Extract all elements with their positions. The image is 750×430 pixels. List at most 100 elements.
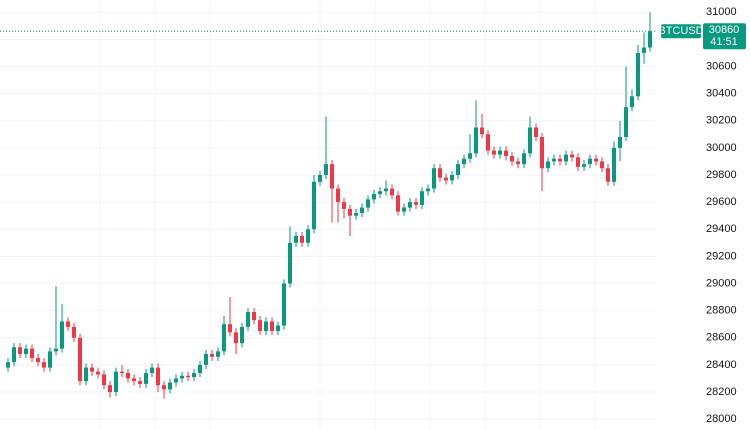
candle-body <box>534 127 538 138</box>
candle-body <box>24 348 28 355</box>
candle-body <box>408 202 412 208</box>
candle-body <box>180 375 184 379</box>
candle-body <box>630 96 634 108</box>
candle-body <box>432 168 436 189</box>
candle-body <box>132 378 136 382</box>
candle-body <box>156 367 160 386</box>
candle-body <box>126 373 130 379</box>
candle-body <box>120 371 124 374</box>
candle-body <box>558 158 562 162</box>
candle-body <box>282 283 286 326</box>
candle-body <box>372 193 376 200</box>
candle-body <box>42 362 46 368</box>
symbol-badge <box>661 24 701 39</box>
candle-body <box>516 161 520 165</box>
candle-body <box>168 382 172 390</box>
candle-body <box>138 381 142 384</box>
candle-body <box>564 154 568 162</box>
candle-body <box>66 321 70 327</box>
time-grid <box>99 0 596 430</box>
candle-body <box>216 351 220 357</box>
candle-body <box>570 154 574 158</box>
candle-body <box>378 191 382 194</box>
candle-body <box>150 367 154 374</box>
candle-body <box>294 236 298 243</box>
candle-body <box>444 177 448 181</box>
candle-body <box>546 161 550 169</box>
candle-body <box>552 158 556 162</box>
candle-body <box>234 332 238 344</box>
candle-body <box>30 348 34 359</box>
countdown-label: 41:51 <box>710 36 738 48</box>
y-tick-label: 30400 <box>706 88 737 100</box>
candle-body <box>576 157 580 167</box>
candle-body <box>498 150 502 155</box>
candle-body <box>636 52 640 97</box>
y-tick-label: 30200 <box>706 115 737 127</box>
candle-body <box>192 373 196 378</box>
candle-body <box>96 371 100 375</box>
candle-body <box>306 229 310 243</box>
candle-body <box>198 364 202 374</box>
candle-body <box>144 373 148 384</box>
candle-body <box>6 362 10 368</box>
candle-body <box>300 236 304 243</box>
y-tick-label: 29400 <box>706 223 737 235</box>
y-tick-label: 29200 <box>706 250 737 262</box>
candle-body <box>204 354 208 365</box>
candle-body <box>90 367 94 372</box>
candle-body <box>222 324 226 352</box>
candle-body <box>12 347 16 363</box>
candle-body <box>324 164 328 175</box>
candle-body <box>330 164 334 189</box>
candle-body <box>162 385 166 390</box>
candle-body <box>312 181 316 230</box>
candle-body <box>228 324 232 333</box>
price-badge <box>703 23 746 50</box>
candle-body <box>462 158 466 165</box>
y-tick-label: 28400 <box>706 359 737 371</box>
candle-body <box>336 188 340 203</box>
candle-body <box>510 155 514 162</box>
candle-body <box>246 311 250 327</box>
candle-body <box>114 371 118 393</box>
candle-body <box>366 199 370 208</box>
candle-body <box>210 354 214 357</box>
candle-body <box>522 153 526 165</box>
candle-body <box>276 325 280 331</box>
y-tick-label: 29000 <box>706 277 737 289</box>
last-price-label: 30860 <box>709 24 740 36</box>
y-tick-label: 28200 <box>706 386 737 398</box>
candle-body <box>78 337 82 382</box>
candle-body <box>426 188 430 192</box>
y-tick-label: 30600 <box>706 60 737 72</box>
candle-body <box>648 31 652 48</box>
candle-body <box>102 374 106 386</box>
candle-body <box>528 127 532 154</box>
candle-body <box>72 326 76 338</box>
candle-body <box>456 164 460 175</box>
candle-body <box>438 168 442 178</box>
candle-body <box>486 134 490 151</box>
candle-body <box>258 320 262 331</box>
y-tick-label: 31000 <box>706 6 737 18</box>
candle-body <box>480 127 484 135</box>
candle-body <box>174 378 178 383</box>
candle-body <box>48 351 52 368</box>
candle-body <box>474 127 478 154</box>
candle-body <box>18 347 22 355</box>
candle-body <box>612 147 616 182</box>
candle-body <box>618 137 622 148</box>
y-tick-label: 28000 <box>706 413 737 425</box>
candle-body <box>360 207 364 213</box>
y-tick-label: 28800 <box>706 305 737 317</box>
candle-body <box>84 367 88 382</box>
candle-body <box>60 321 64 349</box>
candle-body <box>390 188 394 196</box>
candle-body <box>240 326 244 344</box>
candle-body <box>588 158 592 165</box>
candle-body <box>402 207 406 212</box>
candle-body <box>384 188 388 192</box>
